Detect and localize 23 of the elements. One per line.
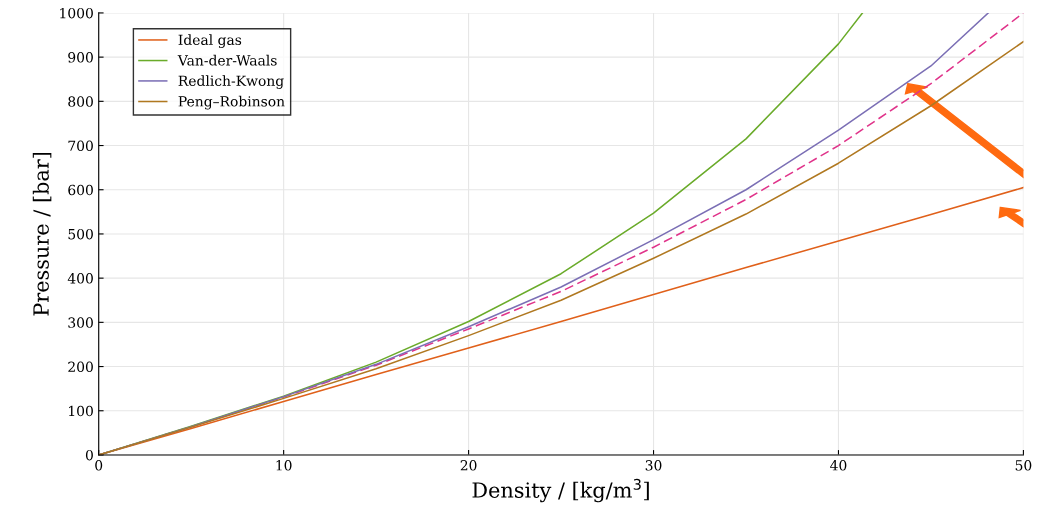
x-tick-label: 40 bbox=[830, 460, 847, 471]
y-tick-label: 500 bbox=[68, 228, 93, 240]
x-tick-label: 20 bbox=[460, 460, 477, 471]
legend-label: Peng–Robinson bbox=[178, 95, 285, 110]
x-tick-label: 0 bbox=[95, 460, 103, 471]
y-tick-label: 800 bbox=[68, 96, 93, 107]
legend-label: Redlich-Kwong bbox=[178, 75, 284, 89]
x-tick-label: 50 bbox=[1015, 460, 1032, 471]
x-tick-label: 30 bbox=[645, 460, 662, 471]
y-tick-label: 900 bbox=[68, 52, 93, 63]
x-tick-label: 10 bbox=[276, 460, 292, 471]
y-axis-title: Pressure / [bar] bbox=[32, 152, 52, 316]
x-axis-title: Density / [kg/m$^{3}$] bbox=[472, 478, 649, 503]
y-tick-label: 0 bbox=[85, 449, 93, 461]
y-tick-label: 600 bbox=[68, 184, 93, 196]
y-tick-label: 300 bbox=[68, 317, 93, 328]
y-tick-label: 400 bbox=[67, 273, 93, 284]
y-tick-label: 200 bbox=[68, 361, 93, 373]
y-tick-label: 100 bbox=[69, 405, 93, 417]
legend-label: Ideal gas bbox=[178, 34, 242, 48]
y-tick-label: 1000 bbox=[60, 7, 93, 19]
y-tick-label: 700 bbox=[68, 140, 93, 152]
legend-label: Van-der-Waals bbox=[177, 54, 277, 66]
